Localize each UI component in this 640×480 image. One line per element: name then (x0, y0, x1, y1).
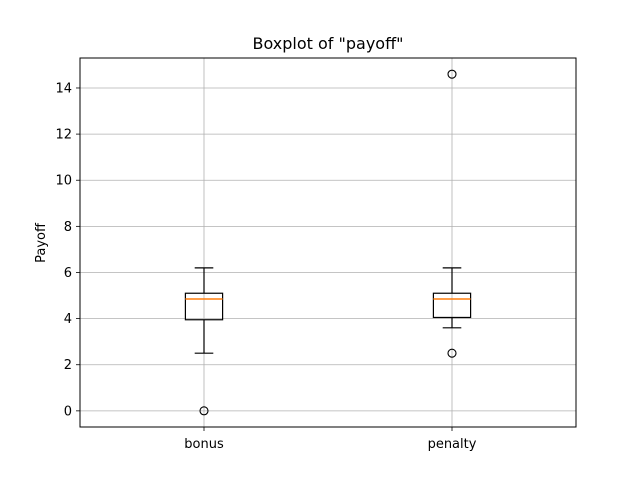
box-iqr (432, 292, 472, 319)
y-tick-label: 2 (64, 358, 72, 373)
y-axis-label: Payoff (34, 222, 49, 263)
outlier-point (447, 348, 457, 358)
box-iqr (184, 292, 224, 321)
y-tick-label: 4 (64, 312, 72, 327)
chart-title: Boxplot of "payoff" (253, 34, 404, 53)
x-tick-label: bonus (184, 437, 224, 452)
outlier-point (447, 69, 457, 79)
y-tick-label: 0 (64, 404, 72, 419)
box-series (184, 69, 472, 416)
axes: 0 2 4 6 8 10 12 14 bonus penalty (55, 57, 577, 452)
y-tick-label: 6 (64, 266, 72, 281)
y-tick-label: 12 (55, 128, 72, 143)
y-tick-label: 14 (55, 81, 72, 96)
outlier-point (199, 406, 209, 416)
x-tick-label: penalty (428, 437, 477, 452)
grid-lines (80, 58, 576, 427)
plot-frame (79, 57, 577, 428)
y-tick-label: 8 (64, 220, 72, 235)
y-tick-label: 10 (55, 174, 72, 189)
